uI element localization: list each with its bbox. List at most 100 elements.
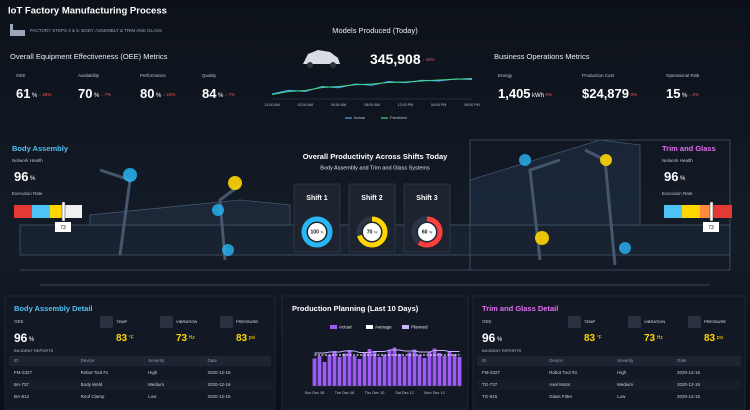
section-title: Overall Productivity Across Shifts Today	[303, 152, 448, 161]
value-part: %	[374, 230, 377, 234]
gauge-value-box	[55, 222, 71, 232]
column-header: ID	[482, 358, 487, 363]
gauge-segment	[62, 205, 82, 218]
bar	[447, 351, 452, 386]
metric-delta: 0%	[631, 92, 638, 97]
x-tick-label: Thu Dec 10	[365, 391, 385, 395]
execution-gauge	[664, 201, 732, 232]
section-title: Overall Equipment Effectiveness (OEE) Me…	[10, 52, 168, 61]
table-header	[9, 356, 271, 366]
legend-label: Actual	[354, 115, 365, 120]
metric-delta: ↓ 28%	[39, 92, 52, 97]
models: 345,908 ↓ 44%	[370, 51, 435, 67]
sensor-label: TEMP	[116, 319, 127, 324]
sensor	[535, 231, 549, 245]
gauge-value-box	[703, 222, 719, 232]
metric-label: OEE	[14, 319, 24, 324]
health-value: 96%	[14, 169, 36, 184]
legend-swatch	[402, 325, 409, 329]
table-caption: INCIDENT REPORTS	[14, 348, 54, 353]
metric-unit: %	[94, 93, 100, 99]
column-header: Device	[549, 358, 563, 363]
gauge-segment	[700, 205, 712, 218]
donut-arc	[356, 216, 388, 248]
metric-value: 1,405	[498, 86, 531, 101]
value-part: 83	[704, 333, 716, 344]
value-part: %	[497, 337, 503, 343]
bar	[362, 353, 367, 386]
bar	[417, 355, 422, 386]
table-caption: INCIDENT REPORTS	[482, 348, 522, 353]
value-part: 83	[116, 333, 128, 344]
metric: 80% ↓ 22%	[140, 86, 175, 101]
shift-name: Shift 1	[306, 195, 327, 202]
bar	[427, 351, 432, 386]
metric-label: Quality	[202, 73, 217, 78]
series-line	[271, 78, 473, 95]
column-header: Device	[81, 358, 95, 363]
shift-name: Shift 3	[416, 195, 437, 202]
car-body	[303, 50, 340, 64]
sensor	[619, 242, 631, 254]
sensor-value: 83 °F	[116, 333, 134, 344]
legend-label: Predicted	[390, 115, 407, 120]
gauge-segment	[664, 205, 682, 218]
x-tick-label: 08:00 AM	[364, 103, 379, 107]
value-part: 60	[422, 230, 428, 236]
table-row	[477, 380, 741, 390]
table-cell: Low	[148, 394, 157, 399]
models-value: 345,908	[370, 51, 421, 67]
sensor-label: TEMP	[584, 319, 595, 324]
sensor	[600, 154, 612, 166]
table-cell: Robot Tool #1	[81, 370, 109, 375]
value-part: %	[30, 176, 36, 182]
bar	[352, 356, 357, 386]
sensors	[123, 154, 631, 256]
table-cell: 2020-12-16	[677, 382, 701, 387]
sensor	[123, 168, 137, 182]
bar	[402, 356, 407, 386]
table-cell: FM-2327	[482, 370, 501, 375]
chart-title: Production Planning (Last 10 Days)	[292, 304, 419, 313]
bar	[337, 357, 342, 386]
value-part: 100	[311, 230, 320, 236]
metric-value: 70	[78, 86, 92, 101]
legend-label: Actual	[339, 325, 352, 330]
bar	[357, 359, 362, 386]
bar	[412, 349, 417, 386]
bar	[387, 350, 392, 386]
bar	[397, 354, 402, 386]
value-part: %	[320, 230, 323, 234]
metric-unit: %	[156, 93, 162, 99]
bar	[342, 353, 347, 386]
metric-label: OEE	[482, 319, 492, 324]
metric-delta: ↓ 2%	[689, 92, 699, 97]
table-cell: Robot Tool #3	[549, 370, 577, 375]
x-tick-label: Sat Dec 12	[395, 391, 414, 395]
table-cell: Axel Motor	[549, 382, 571, 387]
panel-title: Body Assembly	[12, 144, 69, 153]
metric-label: Execution Rate	[662, 191, 693, 196]
x-tick-label: 08:00 PM	[464, 103, 479, 107]
section-title: Models Produced (Today)	[332, 26, 418, 35]
metric: 84% ↓ 7%	[202, 86, 235, 101]
x-tick-label: 12:00 AM	[264, 103, 279, 107]
sensor-icon	[688, 316, 701, 328]
section-subtitle: Body Assembly and Trim and Glass Systems	[320, 165, 430, 171]
column-header: Date	[208, 358, 218, 363]
bar	[377, 357, 382, 386]
gauge-segment	[14, 205, 32, 218]
bar	[312, 358, 317, 386]
table-cell: BA-812	[14, 394, 30, 399]
metric-delta: ↓ 7%	[101, 92, 111, 97]
table-cell: BA-737	[14, 382, 30, 387]
section-title: Business Operations Metrics	[494, 52, 590, 61]
value-part: %	[429, 230, 432, 234]
value-part: psi	[249, 335, 255, 341]
car-icon	[303, 50, 340, 68]
table-cell: 2020-12-16	[677, 370, 701, 375]
table-cell: 2020-12-16	[208, 382, 232, 387]
metric-label: Performance	[140, 73, 166, 78]
gauge-value: 73	[60, 225, 66, 231]
panel	[472, 295, 746, 410]
